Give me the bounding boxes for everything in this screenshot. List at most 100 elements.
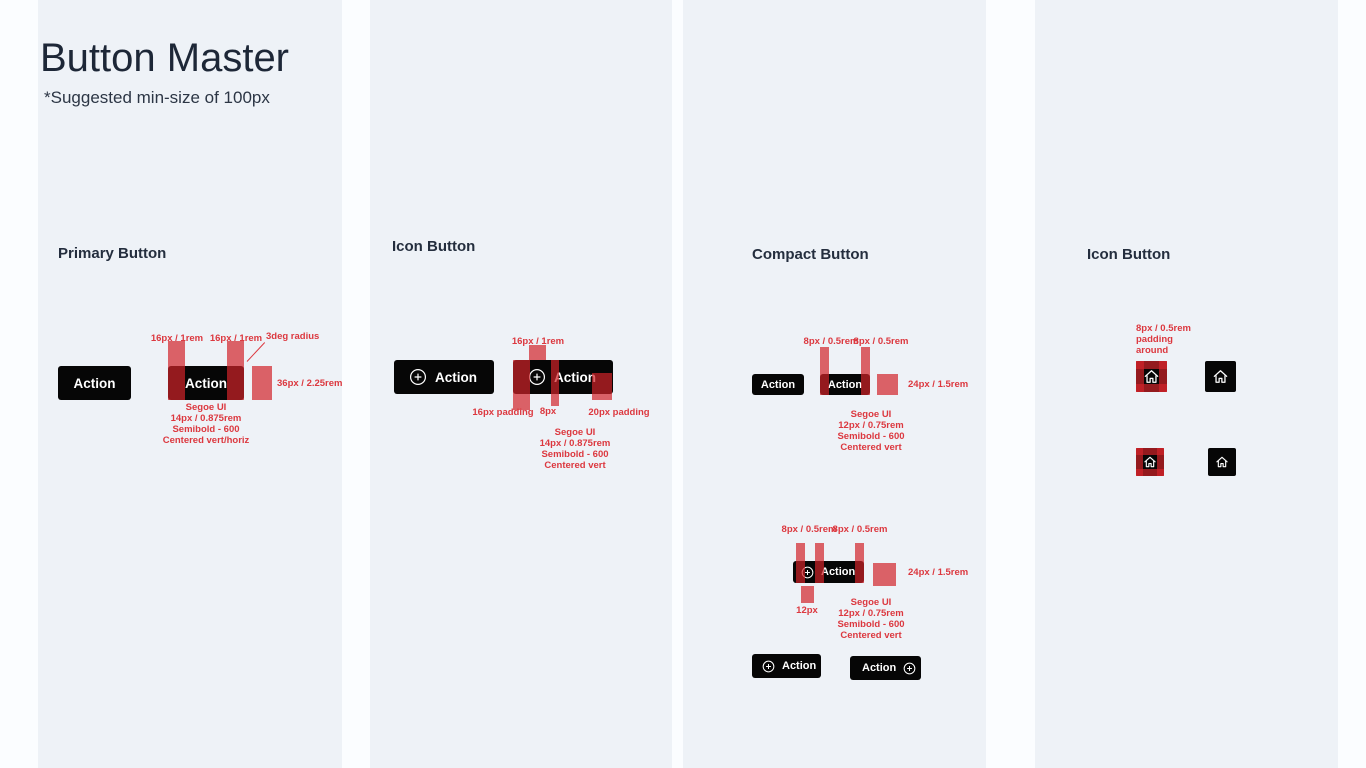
artboard-square-icon-button: Icon Button 8px / 0.5rem padding around [1035,0,1338,768]
padding-right-overlay [861,347,870,395]
compact-icon-right-button[interactable]: Action [850,656,921,680]
artboard-compact-button: Compact Button Action Action 8px / 0.5re… [683,0,986,768]
spec-line: 12px / 0.75rem [838,420,904,431]
home-icon [1144,456,1156,468]
page-subtitle: *Suggested min-size of 100px [44,88,270,107]
plus-circle-icon [903,662,916,674]
padding-note: 8px / 0.5rem padding around [1136,323,1191,356]
plus-circle-icon [409,368,427,386]
spec-line: 14px / 0.875rem [170,413,242,424]
spec-line: Segoe UI [554,427,596,438]
spec-line: Centered vert [840,630,902,641]
spec-line: Segoe UI [185,402,227,413]
height-overlay [252,366,272,400]
icon-action-button[interactable]: Action [394,360,494,394]
padding-left-overlay [168,341,185,400]
icon-size-annotation: 12px [796,605,818,616]
spec-line: Centered vert [544,460,606,471]
height-annotation: 36px / 2.25rem [277,378,343,389]
pad-left-annotation: 16px padding [472,407,534,418]
button-label: Action [827,378,863,391]
padding-left-overlay [1136,448,1143,476]
home-icon [1216,456,1228,468]
height-annotation: 24px / 1.5rem [908,567,969,578]
gap-overlay [815,543,824,583]
padding-note-line: around [1136,345,1169,356]
icon-size-overlay [801,586,814,603]
plus-circle-icon [528,368,546,386]
padding-left-overlay [796,543,805,583]
artboard-primary-button: Button Master *Suggested min-size of 100… [38,0,343,768]
section-heading-square-icon: Icon Button [1087,246,1171,263]
padding-top-overlay [1136,448,1164,455]
button-label: Action [435,369,477,385]
padding-left-overlay [1136,361,1144,392]
button-label: Action [862,662,897,674]
icon-size-annotation: 16px / 1rem [511,336,565,347]
annotated-home-icon-button-small[interactable] [1136,448,1164,476]
button-label: Action [760,378,796,391]
height-annotation: 24px / 1.5rem [908,379,969,390]
section-heading-icon: Icon Button [392,238,476,255]
padding-left-overlay [820,347,829,395]
artboard-icon-button: Icon Button Action Action 16px / 1rem 16… [370,0,672,768]
spec-line: Semibold - 600 [837,431,905,442]
primary-action-button[interactable]: Action [58,366,131,400]
button-label: Action [821,566,856,578]
page-title: Button Master [40,36,290,80]
spec-line: Segoe UI [850,597,892,608]
padding-bottom-overlay [1136,469,1164,476]
home-icon-button[interactable] [1205,361,1236,392]
button-label: Action [185,375,227,391]
plus-circle-icon [762,660,775,672]
typography-spec: Segoe UI 14px / 0.875rem Semibold - 600 … [505,427,645,471]
compact-action-button[interactable]: Action [752,374,804,395]
gap-annotation: 8px [539,406,557,417]
spec-line: Semibold - 600 [541,449,609,460]
button-label: Action [782,660,817,672]
padding-note-line: 8px / 0.5rem [1136,323,1191,334]
radius-callout-line [246,342,266,362]
spec-line: Semibold - 600 [172,424,240,435]
padding-right-overlay [1159,361,1167,392]
button-label: Action [554,369,596,385]
padding-right-overlay [592,373,612,400]
icon-size-overlay [529,345,546,360]
home-icon-button-small[interactable] [1208,448,1236,476]
pad-left-annotation: 8px / 0.5rem [781,524,837,535]
padding-top-overlay [1136,361,1167,369]
padding-right-overlay [227,341,244,400]
compact-icon-left-button[interactable]: Action [752,654,821,678]
typography-spec: Segoe UI 12px / 0.75rem Semibold - 600 C… [801,597,941,641]
spec-line: 12px / 0.75rem [838,608,904,619]
home-icon [1144,370,1159,383]
gap-overlay [551,360,559,406]
spec-line: 14px / 0.875rem [539,438,611,449]
button-label: Action [73,375,116,391]
radius-annotation: 3deg radius [266,331,320,342]
spec-line: Segoe UI [850,409,892,420]
pad-right-annotation: 8px / 0.5rem [832,524,888,535]
padding-right-overlay [1157,448,1164,476]
section-heading-primary: Primary Button [58,245,167,262]
typography-spec: Segoe UI 14px / 0.875rem Semibold - 600 … [136,402,276,446]
height-overlay [873,563,896,586]
pad-left-annotation: 16px / 1rem [150,333,204,344]
annotated-compact-icon-button[interactable]: Action [793,561,864,583]
home-icon [1213,370,1228,383]
pad-right-annotation: 16px / 1rem [209,333,263,344]
padding-right-overlay [855,543,864,583]
annotated-home-icon-button[interactable] [1136,361,1167,392]
pad-right-annotation: 8px / 0.5rem [853,336,909,347]
padding-left-overlay [513,360,530,410]
pad-right-annotation: 20px padding [588,407,650,418]
height-overlay [877,374,898,395]
annotated-compact-action-button[interactable]: Action [820,374,870,395]
spec-line: Semibold - 600 [837,619,905,630]
padding-bottom-overlay [1136,384,1167,392]
typography-spec: Segoe UI 12px / 0.75rem Semibold - 600 C… [801,409,941,453]
spec-line: Centered vert/horiz [162,435,250,446]
spec-line: Centered vert [840,442,902,453]
padding-note-line: padding [1136,334,1173,345]
